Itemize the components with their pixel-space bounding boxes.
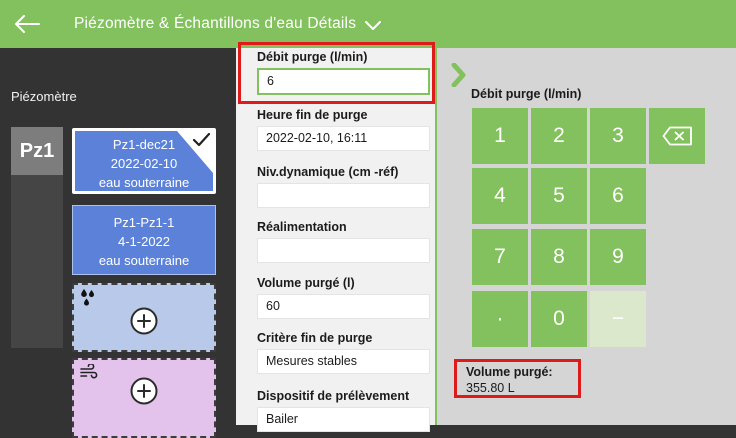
backspace-key[interactable] [649,108,705,164]
field-realimentation: Réalimentation [257,220,430,263]
sample-name: Pz1-dec21 [112,137,176,152]
add-air-sample-card[interactable] [72,358,216,438]
add-water-sample-card[interactable] [72,283,216,352]
sample-type: eau souterraine [98,253,190,268]
piezometer-tab-strip: Pz1 [11,127,63,348]
key-minus[interactable]: − [590,291,646,347]
chevron-right-icon[interactable] [451,63,467,87]
summary-value: 355.80 L [466,381,515,395]
realimentation-input[interactable] [257,238,430,263]
volume-purge-summary: Volume purgé: 355.80 L [454,359,581,398]
details-form-panel: Débit purge (l/min) 6 Heure fin de purge… [236,48,435,432]
field-label: Débit purge (l/min) [257,50,368,64]
sample-card[interactable]: Pz1-Pz1-1 4-1-2022 eau souterraine [72,205,216,275]
field-label: Volume purgé (l) [257,276,355,290]
sample-date: 2022-02-10 [110,156,178,171]
sample-type: eau souterraine [98,175,190,190]
selected-corner [177,131,213,173]
air-icon [80,364,99,379]
check-icon [193,133,210,147]
page-title: Piézomètre & Échantillons d'eau Détails [74,15,357,32]
field-dispositif-prelevement: Dispositif de prélèvement Bailer [257,389,430,432]
piezometer-sidebar: Piézomètre Pz1 Pz1-dec21 2022-02-10 eau … [0,48,236,438]
key-8[interactable]: 8 [531,229,587,285]
keypad-panel: Débit purge (l/min) 1 2 3 4 5 6 7 8 9 · … [437,48,736,425]
field-label: Critère fin de purge [257,331,373,345]
field-critere-fin-purge: Critère fin de purge Mesures stables [257,331,430,374]
key-0[interactable]: 0 [531,291,587,347]
top-bar: Piézomètre & Échantillons d'eau Détails [0,0,736,48]
sample-card-selected[interactable]: Pz1-dec21 2022-02-10 eau souterraine [72,128,216,194]
key-7[interactable]: 7 [472,229,528,285]
heure-fin-purge-input[interactable]: 2022-02-10, 16:11 [257,126,430,151]
field-volume-purge: Volume purgé (l) 60 [257,276,430,319]
chevron-down-icon [365,20,382,31]
add-icon[interactable] [130,377,158,405]
niv-dynamique-input[interactable] [257,183,430,208]
field-heure-fin-purge: Heure fin de purge 2022-02-10, 16:11 [257,108,430,151]
volume-purge-input[interactable]: 60 [257,294,430,319]
field-label: Niv.dynamique (cm -réf) [257,165,399,179]
sidebar-section-label: Piézomètre [11,89,77,104]
key-5[interactable]: 5 [531,168,587,224]
critere-fin-purge-input[interactable]: Mesures stables [257,349,430,374]
keypad-field-label: Débit purge (l/min) [471,87,582,101]
backspace-icon [662,126,693,146]
field-label: Dispositif de prélèvement [257,389,410,403]
key-decimal[interactable]: · [472,291,528,347]
dispositif-prelevement-input[interactable]: Bailer [257,407,430,432]
field-label: Réalimentation [257,220,347,234]
back-button[interactable] [13,14,41,34]
page-title-dropdown[interactable]: Piézomètre & Échantillons d'eau Détails [74,0,382,48]
water-drops-icon [80,289,96,308]
key-3[interactable]: 3 [590,108,646,164]
add-icon[interactable] [130,307,158,335]
sample-date: 4-1-2022 [117,234,171,249]
field-niv-dynamique: Niv.dynamique (cm -réf) [257,165,430,208]
key-2[interactable]: 2 [531,108,587,164]
key-6[interactable]: 6 [590,168,646,224]
key-9[interactable]: 9 [590,229,646,285]
tab-pz1[interactable]: Pz1 [11,127,63,175]
field-debit-purge: Débit purge (l/min) 6 [257,50,430,95]
debit-purge-input[interactable]: 6 [257,68,430,95]
arrow-left-icon [13,14,41,34]
sample-name: Pz1-Pz1-1 [113,215,175,230]
panel-divider [435,48,437,425]
key-1[interactable]: 1 [472,108,528,164]
summary-label: Volume purgé: [466,365,553,379]
field-label: Heure fin de purge [257,108,368,122]
key-4[interactable]: 4 [472,168,528,224]
